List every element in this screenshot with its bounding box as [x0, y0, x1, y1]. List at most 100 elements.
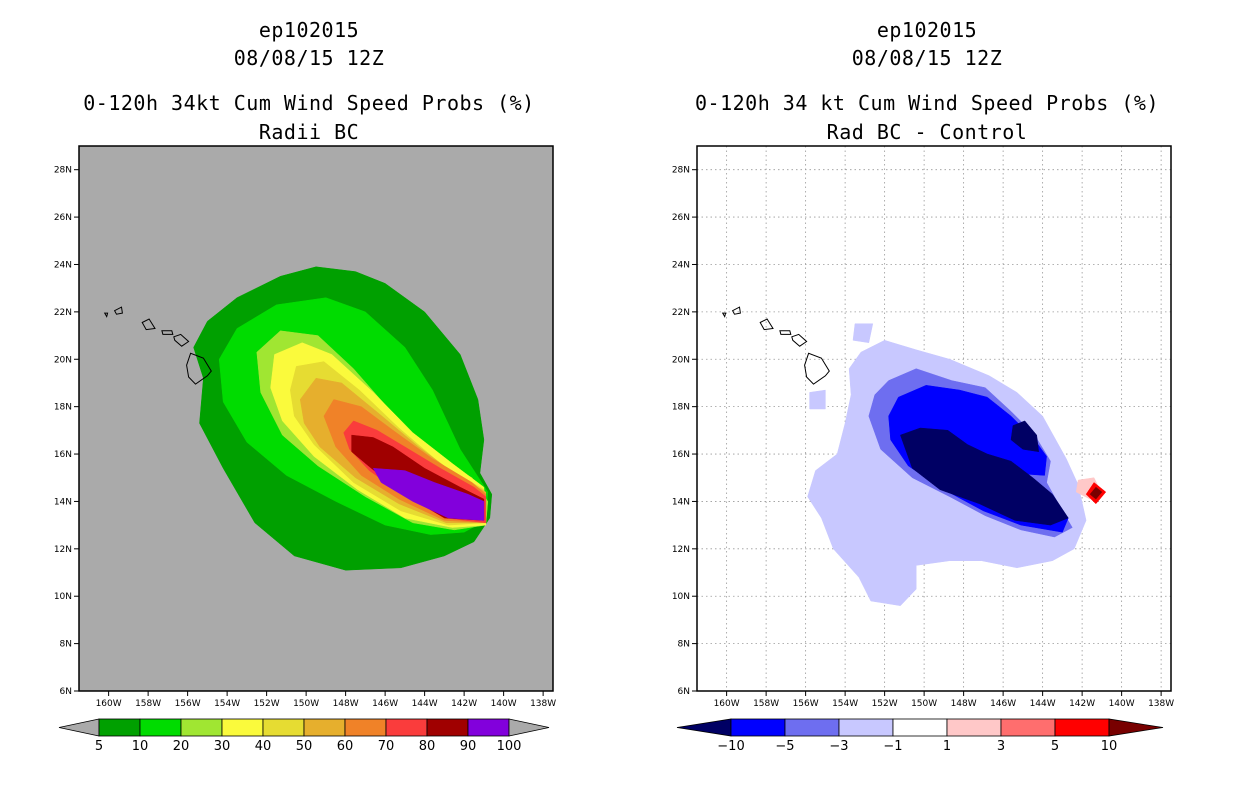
island-outline: [173, 333, 190, 347]
right-chart-subtitle: Rad BC - Control: [826, 120, 1028, 144]
x-tick-label: 146W: [372, 699, 398, 709]
colorbar-label: 70: [378, 739, 395, 754]
x-tick-label: 156W: [175, 699, 201, 709]
x-tick-label: 144W: [412, 699, 438, 709]
right-datetime: 08/08/15 12Z: [851, 46, 1003, 70]
y-tick-label: 12N: [672, 545, 690, 555]
left-plot-frame: [78, 145, 554, 692]
x-tick-label: 158W: [753, 699, 779, 709]
y-tick-label: 24N: [672, 260, 690, 270]
x-tick-label: 138W: [530, 699, 556, 709]
y-tick-label: 24N: [54, 260, 72, 270]
x-tick-label: 148W: [333, 699, 359, 709]
x-tick-label: 150W: [293, 699, 319, 709]
colorbar-swatch: [1054, 718, 1110, 737]
colorbar-swatch: [467, 718, 510, 737]
colorbar-label: 90: [460, 739, 477, 754]
island-outline: [141, 318, 156, 331]
colorbar-swatch: [385, 718, 428, 737]
right-storm-id: ep102015: [876, 18, 978, 42]
x-tick-label: 146W: [990, 699, 1016, 709]
left-contour-90-100: [373, 468, 485, 521]
colorbar-label: 80: [419, 739, 436, 754]
y-tick-label: 10N: [54, 592, 72, 602]
colorbar-swatch: [98, 718, 141, 737]
colorbar-label: 30: [214, 739, 231, 754]
y-tick-label: 18N: [672, 403, 690, 413]
island-outline: [731, 306, 741, 315]
y-tick-label: 18N: [54, 403, 72, 413]
colorbar-swatch: [221, 718, 264, 737]
x-tick-label: 158W: [135, 699, 161, 709]
colorbar-swatch: [1000, 718, 1056, 737]
island-outline: [161, 330, 174, 335]
y-tick-label: 28N: [672, 166, 690, 176]
island-outline: [759, 318, 774, 331]
y-tick-label: 16N: [672, 450, 690, 460]
y-tick-label: 28N: [54, 166, 72, 176]
right-contour--10: [1089, 486, 1103, 500]
right-colorbar: −10 −5 −3 −1 1 3 5 10: [676, 718, 1164, 754]
colorbar-over-arrow: [508, 718, 550, 737]
y-tick-label: 8N: [60, 640, 72, 650]
colorbar-swatch: [139, 718, 182, 737]
colorbar-under-arrow: [58, 718, 100, 737]
x-tick-label: 142W: [451, 699, 477, 709]
left-colorbar: 5 10 20 30 40 50 60 70 80 90 100: [58, 718, 550, 754]
x-tick-label: 138W: [1148, 699, 1174, 709]
x-tick-label: 148W: [951, 699, 977, 709]
island-outline: [103, 312, 109, 318]
x-tick-label: 160W: [714, 699, 740, 709]
colorbar-swatch: [784, 718, 840, 737]
colorbar-label: 5: [95, 739, 103, 754]
colorbar-swatch: [730, 718, 786, 737]
colorbar-swatch: [946, 718, 1002, 737]
y-tick-label: 20N: [54, 355, 72, 365]
colorbar-label: 10: [1101, 739, 1118, 754]
y-tick-label: 6N: [60, 687, 72, 697]
colorbar-swatch: [426, 718, 469, 737]
colorbar-swatch: [303, 718, 346, 737]
colorbar-swatch: [344, 718, 387, 737]
x-tick-label: 140W: [491, 699, 517, 709]
colorbar-swatch: [262, 718, 305, 737]
island-outline: [113, 306, 123, 315]
x-tick-label: 154W: [832, 699, 858, 709]
colorbar-label: −10: [717, 739, 744, 754]
y-tick-label: 20N: [672, 355, 690, 365]
colorbar-label: 50: [296, 739, 313, 754]
left-panel: ep102015 08/08/15 12Z 0-120h 34kt Cum Wi…: [54, 18, 556, 754]
x-tick-label: 140W: [1109, 699, 1135, 709]
y-tick-label: 22N: [672, 308, 690, 318]
right-chart-title: 0-120h 34 kt Cum Wind Speed Probs (%): [694, 91, 1160, 115]
x-tick-label: 160W: [96, 699, 122, 709]
x-tick-label: 154W: [214, 699, 240, 709]
island-outline: [804, 352, 830, 385]
x-tick-label: 156W: [793, 699, 819, 709]
y-tick-label: 14N: [54, 497, 72, 507]
right-contour--10: [1010, 420, 1039, 452]
x-tick-label: 142W: [1069, 699, 1095, 709]
colorbar-label: 20: [173, 739, 190, 754]
left-map-chart: 160W 158W 156W 154W 152W 150W 148W 146W 144W 142W…: [54, 145, 556, 754]
y-tick-label: 26N: [672, 213, 690, 223]
right-plot-frame: [696, 145, 1172, 692]
island-outline: [791, 333, 808, 347]
y-tick-label: 14N: [672, 497, 690, 507]
y-tick-label: 26N: [54, 213, 72, 223]
x-tick-label: 152W: [254, 699, 280, 709]
colorbar-label: −3: [829, 739, 848, 754]
colorbar-over-arrow: [1108, 718, 1164, 737]
colorbar-under-arrow: [676, 718, 732, 737]
colorbar-label: 3: [997, 739, 1005, 754]
right-contour--3-to-1: [809, 389, 826, 410]
island-outline: [779, 330, 792, 335]
y-tick-label: 10N: [672, 592, 690, 602]
colorbar-label: −1: [883, 739, 902, 754]
right-contour--10: [900, 427, 1069, 526]
right-contour--3-to-1: [852, 323, 874, 343]
colorbar-label: 100: [497, 739, 522, 754]
colorbar-label: 5: [1051, 739, 1059, 754]
colorbar-swatch: [180, 718, 223, 737]
right-map-chart: 160W 158W 156W 154W 152W 150W 148W 146W 144W 142W…: [672, 145, 1174, 754]
